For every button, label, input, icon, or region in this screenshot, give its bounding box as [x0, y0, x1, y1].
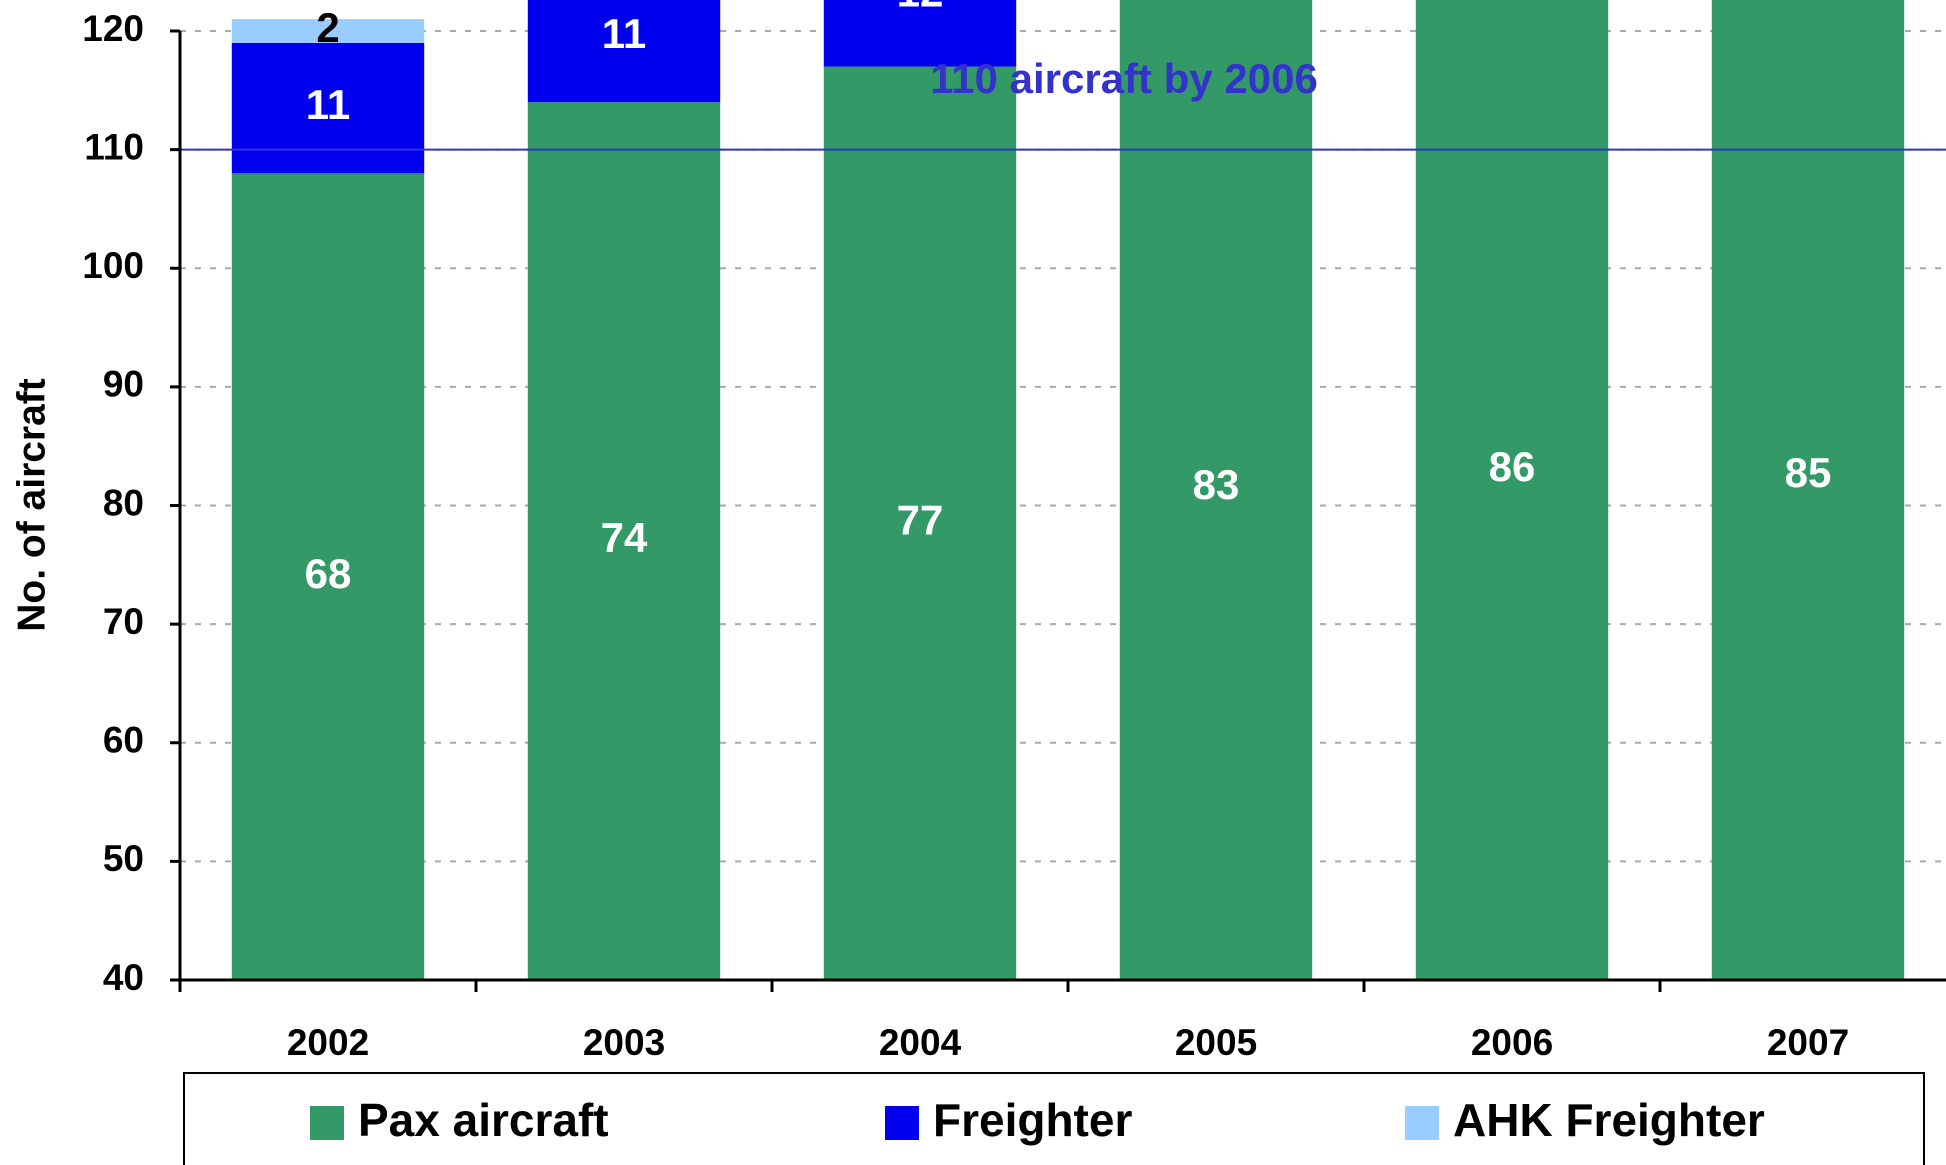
legend-label: Pax aircraft: [358, 1094, 609, 1146]
x-tick-label: 2007: [1767, 1022, 1849, 1063]
bar-segment: [823, 0, 1017, 67]
legend-label: AHK Freighter: [1453, 1094, 1765, 1146]
y-tick-label: 70: [103, 601, 144, 642]
x-tick-label: 2006: [1471, 1022, 1553, 1063]
y-tick-label: 90: [103, 364, 144, 405]
x-tick-label: 2002: [287, 1022, 369, 1063]
legend-swatch: [1405, 1106, 1439, 1140]
value-label: 86: [1489, 443, 1536, 490]
value-label: 77: [897, 496, 944, 543]
x-tick-label: 2005: [1175, 1022, 1257, 1063]
y-tick-label: 110: [84, 126, 144, 167]
value-label: 83: [1193, 461, 1240, 508]
legend-swatch: [310, 1106, 344, 1140]
bar-segment: [231, 19, 425, 43]
y-axis-label: No. of aircraft: [10, 378, 53, 632]
value-label: 85: [1785, 449, 1832, 496]
bar-segment: [527, 102, 721, 981]
bar-segment: [1119, 0, 1313, 981]
legend-label: Freighter: [933, 1094, 1132, 1146]
y-tick-label: 100: [82, 245, 144, 286]
value-label: 68: [305, 550, 352, 597]
bar-segment: [231, 42, 425, 174]
legend-box: [183, 1072, 1925, 1165]
bar-segment: [527, 0, 721, 103]
y-tick-label: 120: [82, 8, 144, 49]
y-tick-label: 60: [103, 720, 144, 761]
legend-swatch: [885, 1106, 919, 1140]
reference-label: 110 aircraft by 2006: [930, 55, 1318, 102]
x-tick-label: 2003: [583, 1022, 665, 1063]
x-tick-label: 2004: [879, 1022, 962, 1063]
bar-segment: [1415, 0, 1609, 980]
y-tick-label: 50: [103, 838, 144, 879]
value-label: 2: [316, 4, 339, 51]
value-label: 74: [601, 514, 648, 561]
bar-segment: [1711, 0, 1905, 980]
y-tick-label: 40: [103, 957, 144, 998]
bar-segment: [231, 173, 425, 981]
y-tick-label: 80: [103, 482, 144, 523]
value-label: 11: [602, 10, 646, 57]
value-label: 11: [306, 81, 350, 128]
value-label: 12: [897, 0, 944, 16]
bar-segment: [823, 66, 1017, 980]
